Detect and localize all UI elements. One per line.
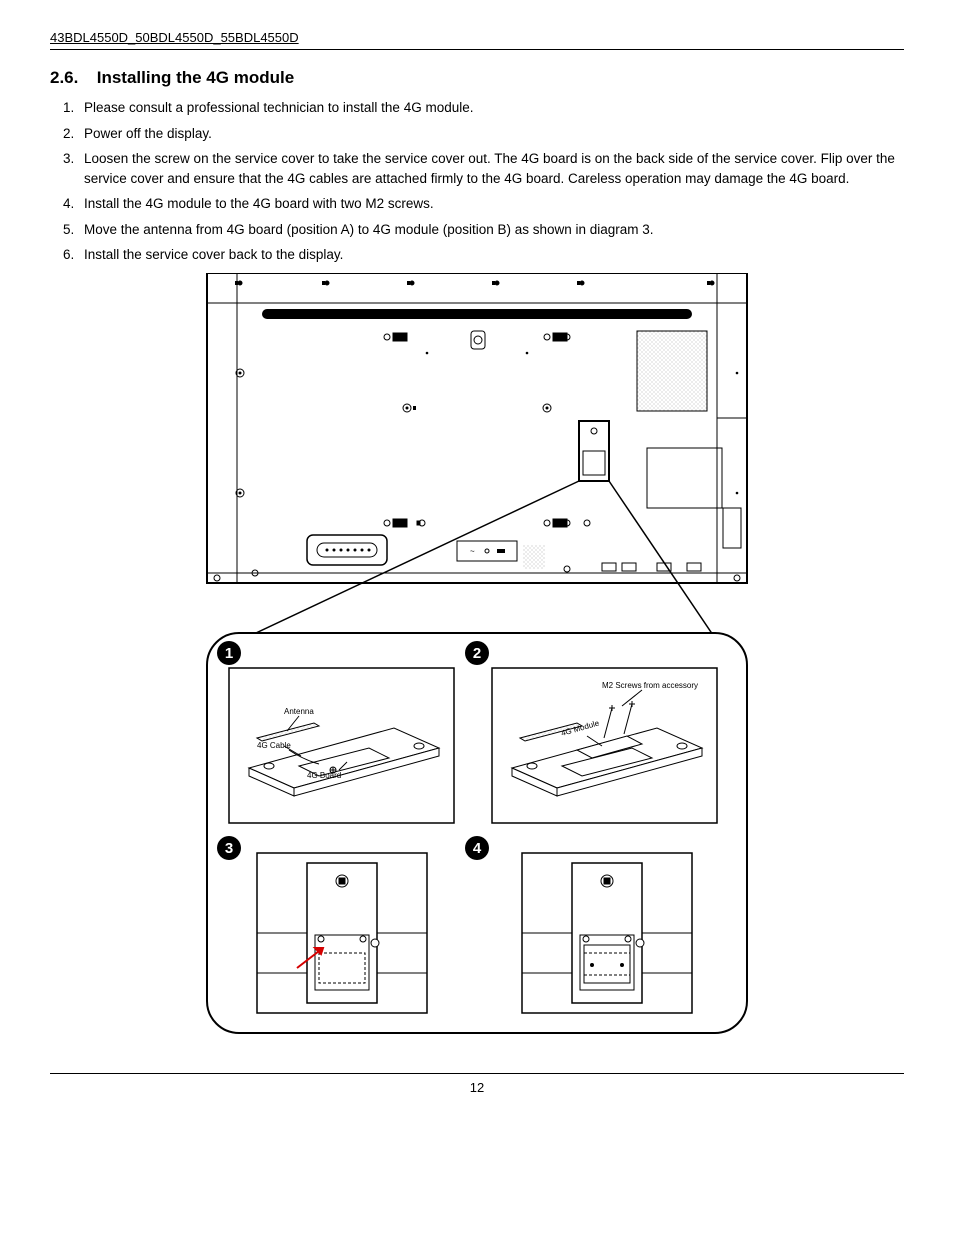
service-cover-on-display xyxy=(579,421,609,481)
svg-text:4: 4 xyxy=(473,840,482,857)
display-back-drawing: ~ xyxy=(207,273,747,583)
svg-text:4G Board: 4G Board xyxy=(307,771,341,780)
svg-text:~: ~ xyxy=(470,547,475,556)
step-item: Install the service cover back to the di… xyxy=(78,245,904,265)
section-title-text: Installing the 4G module xyxy=(97,68,294,87)
svg-text:3: 3 xyxy=(225,840,233,857)
svg-text:Antenna: Antenna xyxy=(284,707,314,716)
detail-panel-3 xyxy=(257,853,427,1013)
steps-list: Please consult a professional technician… xyxy=(50,98,904,265)
svg-text:M2 Screws from accessory: M2 Screws from accessory xyxy=(602,681,698,690)
step-item: Install the 4G module to the 4G board wi… xyxy=(78,194,904,214)
page-number: 12 xyxy=(470,1080,484,1095)
svg-text:4G Cable: 4G Cable xyxy=(257,741,291,750)
detail-panel-1: Antenna 4G Cable 4G Board xyxy=(229,668,454,823)
step-item: Please consult a professional technician… xyxy=(78,98,904,118)
section-heading: 2.6. Installing the 4G module xyxy=(50,68,904,88)
step-item: Loosen the screw on the service cover to… xyxy=(78,149,904,188)
detail-panel-4 xyxy=(522,853,692,1013)
svg-text:2: 2 xyxy=(473,645,481,662)
header-models: 43BDL4550D_50BDL4550D_55BDL4550D xyxy=(50,30,904,50)
step-item: Move the antenna from 4G board (position… xyxy=(78,220,904,240)
diagram-container: ~ xyxy=(50,273,904,1043)
section-number: 2.6. xyxy=(50,68,92,88)
svg-text:1: 1 xyxy=(225,645,233,662)
step-item: Power off the display. xyxy=(78,124,904,144)
detail-panel-2: M2 Screws from accessory 4G Module xyxy=(492,668,717,823)
page-footer: 12 xyxy=(50,1073,904,1095)
installation-diagram: ~ xyxy=(197,273,757,1043)
